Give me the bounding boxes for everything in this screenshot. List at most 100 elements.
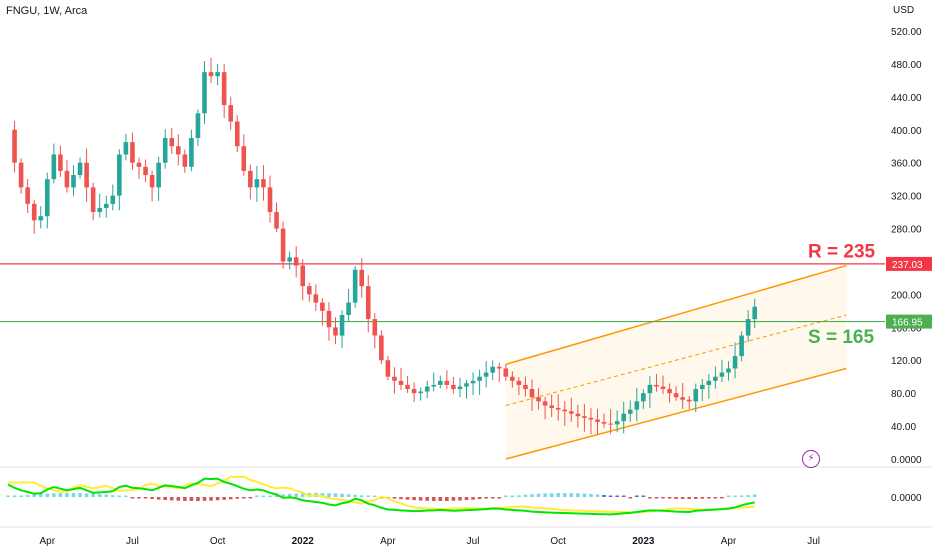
candle-body [726,368,731,373]
macd-histogram-bar [52,493,56,497]
macd-histogram-bar [346,494,351,497]
candle-body [254,179,260,188]
macd-histogram-bar [713,497,718,499]
macd-histogram-bar [576,493,580,497]
macd-histogram-bar [667,497,672,499]
macd-histogram-bar [674,497,678,499]
candle-body [732,356,738,369]
macd-histogram-bar [648,497,652,499]
candle-body [693,389,699,402]
x-tick-label: Jul [807,536,820,547]
support-price-label: 166.95 [892,318,923,329]
candle-body [686,399,692,402]
macd-histogram-bar [425,497,429,501]
macd-histogram-bar [536,493,541,497]
candle-body [398,380,404,385]
candle-body [307,286,312,295]
macd-histogram-bar [255,495,259,497]
candle-body [379,335,384,361]
macd-histogram-bar [438,497,443,501]
candle-body [202,72,207,114]
candle-body [411,389,417,394]
macd-histogram-bar [65,493,69,497]
resistance-annotation: R = 235 [808,242,876,263]
lightning-bolt-icon[interactable]: ⚡ [802,450,820,468]
candle-body [215,72,220,77]
candle-body [496,366,502,369]
candle-body [529,389,535,398]
macd-histogram-bar [359,495,364,497]
macd-histogram-bar [700,497,705,499]
macd-histogram-bar [228,497,233,500]
candle-body [293,257,299,266]
candle-body [555,407,561,410]
macd-zero-label: 0.0000 [891,493,922,504]
y-tick-label: 320.00 [891,192,922,203]
candle-body [523,384,528,390]
macd-histogram-bar [687,497,691,499]
candle-body [713,376,718,381]
candle-body [130,142,135,163]
macd-histogram-bar [405,497,410,500]
macd-histogram-bar [399,497,403,500]
candle-body [346,302,351,315]
candle-body [18,162,24,188]
macd-histogram-bar [150,497,154,500]
candle-body [752,306,757,320]
macd-histogram-bar [242,497,246,499]
macd-histogram-bar [635,495,639,497]
candle-body [680,397,685,400]
candle-body [490,366,495,373]
macd-histogram-bar [169,497,174,501]
macd-histogram-bar [720,497,724,499]
candle-body [261,179,266,188]
candle-body [477,376,482,381]
macd-histogram-bar [523,494,528,497]
macd-histogram-bar [130,497,135,499]
macd-histogram-bar [654,497,659,499]
candle-body [267,187,273,213]
macd-histogram-bar [490,497,495,499]
macd-histogram-bar [104,494,109,497]
macd-histogram-bar [294,493,298,497]
candle-body [274,212,279,229]
macd-histogram-bar [543,493,547,497]
macd-histogram-bar [628,497,633,499]
macd-histogram-bar [281,494,285,497]
macd-histogram-bar [235,497,240,499]
macd-histogram-bar [287,493,292,497]
candle-body [673,393,679,398]
candle-body [392,376,397,381]
macd-histogram-bar [84,493,89,497]
macd-histogram-bar [163,497,167,501]
macd-histogram-bar [608,495,613,497]
macd-histogram-bar [32,494,36,497]
candle-body [45,179,50,217]
candle-body [457,386,463,390]
candle-body [647,384,653,394]
candle-body [77,162,83,176]
candle-body [503,368,509,377]
resistance-price-label: 237.03 [892,260,923,271]
macd-histogram-bar [209,497,213,501]
candle-body [431,384,437,387]
candle-body [601,421,607,424]
macd-histogram-bar [156,497,161,500]
macd-histogram-bar [602,494,606,497]
channel-lower-line [505,367,847,460]
macd-histogram-bar [222,497,226,500]
candle-body [189,138,194,167]
candle-body [352,269,358,303]
macd-histogram-bar [582,493,587,497]
candle-body [536,397,541,402]
macd-histogram-bar [726,495,731,497]
y-tick-label: 280.00 [891,225,922,236]
candle-body [745,319,751,336]
macd-histogram-bar [477,497,482,500]
candle-body [451,384,456,390]
macd-histogram-bar [248,497,253,499]
macd-histogram-bar [91,493,95,497]
candle-body [234,121,240,147]
candle-body [424,386,430,392]
